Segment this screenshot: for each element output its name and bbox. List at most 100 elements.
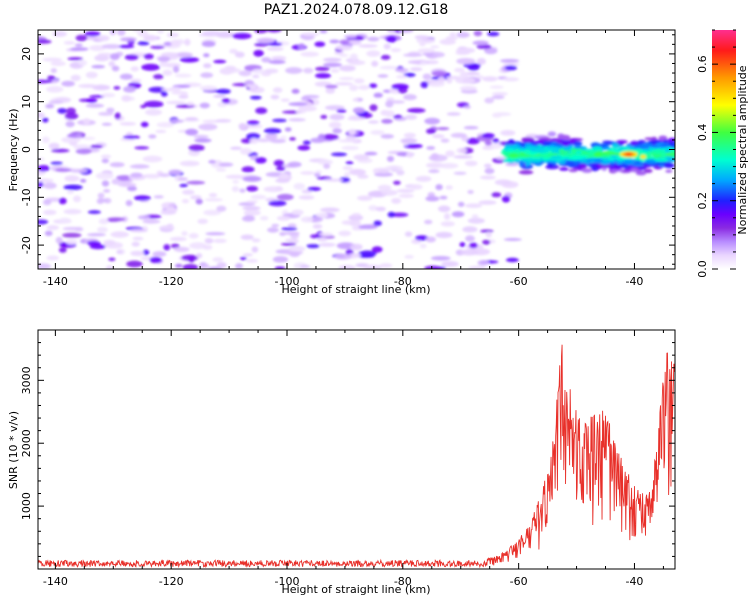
spectrogram-cell <box>386 35 397 43</box>
spectrogram-cell <box>380 134 394 139</box>
spectrogram-cell <box>229 48 238 54</box>
spectrogram-cell <box>66 190 74 194</box>
spectrogram-cell <box>487 31 500 37</box>
spectrogram-cell <box>482 239 491 245</box>
spectrogram-cell <box>644 137 654 140</box>
spectrogram-cell <box>660 152 667 159</box>
spectrogram-cell <box>143 34 158 42</box>
spectrogram-cell <box>186 101 195 106</box>
spectrogram-cell <box>204 198 223 202</box>
spectrogram-cell <box>130 172 143 178</box>
spectrogram-cell <box>310 137 325 143</box>
spectrogram-cell <box>500 59 520 63</box>
spectrogram-cell <box>163 244 171 251</box>
spectrogram-cell <box>185 117 198 121</box>
colorbar: 0.0 0.2 0.4 0.6 Normalized spectral amplitu… <box>696 29 749 278</box>
spectrogram-cell <box>101 93 116 98</box>
spectrogram-cell <box>78 84 98 88</box>
spectrogram-cell <box>454 67 465 73</box>
colorbar-tick-label: 0.6 <box>696 55 709 73</box>
spectrogram-cell <box>162 69 173 76</box>
spectrogram-cell <box>43 199 52 206</box>
spectrogram-cell <box>178 177 188 181</box>
spectrogram-cell <box>283 231 300 236</box>
spectrogram-cell <box>352 213 361 217</box>
spectrogram-cell <box>246 120 260 126</box>
spectrogram-cell <box>303 67 314 74</box>
spectrogram-cell <box>484 168 495 174</box>
spectrogram-cell <box>155 129 167 134</box>
spectrogram-cell <box>251 246 259 253</box>
colorbar-tick-label: 0.0 <box>696 260 709 278</box>
spectrogram-cell <box>179 57 200 63</box>
spectrogram-cell <box>400 138 418 144</box>
spectrogram-cell <box>285 238 295 242</box>
spectrogram-cell <box>345 39 362 46</box>
spectrogram-cell <box>369 104 378 112</box>
spectrogram-cell <box>323 57 342 62</box>
spectrogram-cell <box>203 63 212 69</box>
spectrogram-cell <box>87 240 101 246</box>
spectrogram-cell <box>181 231 188 236</box>
spectrogram-cell <box>468 265 487 269</box>
spectrogram-cell <box>610 169 619 173</box>
spectrogram-cell <box>404 231 413 237</box>
spectrogram-cell <box>181 254 199 261</box>
spectrogram-cell <box>246 185 258 192</box>
spectrogram-cell <box>480 229 494 233</box>
spectrogram-cell <box>394 68 409 73</box>
spectrogram-cell <box>159 225 175 231</box>
spectrogram-cell <box>70 47 89 51</box>
spectrogram-cell <box>50 61 66 67</box>
spectrogram-cell <box>250 194 267 200</box>
y-tick-label: 10 <box>20 95 33 109</box>
spectrogram-cell <box>152 251 167 257</box>
spectrogram-cell <box>348 60 366 66</box>
spectrogram-cell <box>196 253 203 259</box>
spectrogram-cell <box>518 162 525 167</box>
spectrogram-cell <box>269 138 287 144</box>
x-tick-label: -100 <box>275 275 300 288</box>
spectrogram-cell <box>50 68 57 74</box>
spectrogram-cell <box>352 98 360 102</box>
spectrogram-cell <box>213 59 227 64</box>
spectrogram-cell <box>298 195 315 200</box>
spectrogram-cell <box>424 219 433 225</box>
spectrogram-cell <box>185 128 199 136</box>
spectrogram-cell <box>323 62 342 68</box>
spectrogram-cell <box>593 152 603 157</box>
snr-y-ticks: 1000 2000 3000 <box>20 329 675 570</box>
spectrogram-cell <box>407 108 426 113</box>
spectrogram-cell <box>368 205 378 211</box>
spectrogram-cell <box>542 141 553 145</box>
spectrogram-cell <box>208 193 218 198</box>
spectrogram-cell <box>338 177 351 183</box>
colorbar-label: Normalized spectral amplitude <box>736 65 749 234</box>
spectrogram-cell <box>508 153 520 159</box>
spectrogram-cell <box>514 159 520 164</box>
spectrogram-cell <box>161 202 176 209</box>
spectrogram-cell <box>278 173 290 180</box>
spectrogram-cell <box>336 109 347 113</box>
spectrogram-cell <box>377 184 392 191</box>
spectrogram-cell <box>62 232 82 238</box>
spectrogram-cell <box>38 178 54 183</box>
spectrogram-cell <box>464 160 478 167</box>
spectrogram-cell <box>46 255 60 261</box>
spectrogram-cell <box>518 170 534 175</box>
spectrogram-cell <box>169 236 187 242</box>
spectrogram-cell <box>230 146 242 150</box>
spectrogram-cell <box>137 41 150 46</box>
spectrogram-cell <box>65 239 78 245</box>
spectrogram-cell <box>663 139 669 144</box>
spectrogram-cell <box>73 195 81 203</box>
spectrogram-cell <box>108 61 116 67</box>
spectrogram-cell <box>205 232 226 236</box>
spectrogram-cell <box>467 217 485 224</box>
spectrogram-cell <box>315 170 322 174</box>
spectrogram-cell <box>403 132 416 138</box>
spectrogram-cell <box>435 231 453 239</box>
spectrogram-cell <box>478 200 497 205</box>
spectrogram-cell <box>476 58 486 65</box>
spectrogram-cell <box>324 178 344 182</box>
